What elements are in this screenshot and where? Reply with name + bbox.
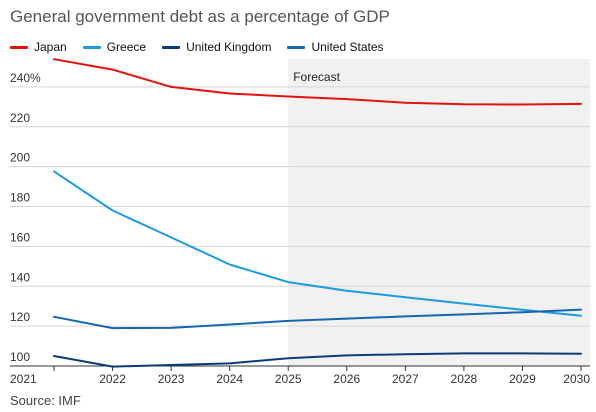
x-tick-label: 2022: [99, 372, 126, 386]
x-tick-label: 2025: [275, 372, 302, 386]
series-line-greece: [53, 170, 582, 317]
legend-label-united-states: United States: [311, 40, 384, 54]
legend-label-greece: Greece: [106, 40, 147, 54]
x-tick-label: 2024: [216, 372, 243, 386]
series-line-united-states: [53, 308, 582, 330]
y-tick-label: 240%: [10, 71, 41, 85]
chart-legend: Japan Greece United Kingdom United State…: [10, 40, 400, 54]
y-tick-label: 160: [10, 230, 30, 244]
legend-item-greece: Greece: [82, 40, 147, 54]
y-tick-label: 180: [10, 191, 30, 205]
x-tick-label: 2027: [392, 372, 419, 386]
legend-swatch-united-states: [287, 45, 306, 49]
x-tick-label: 2023: [158, 372, 185, 386]
chart-source: Source: IMF: [10, 393, 81, 408]
x-tick-label: 2021: [10, 372, 37, 386]
legend-swatch-united-kingdom: [162, 45, 181, 49]
x-tick-label: 2026: [333, 372, 360, 386]
legend-item-united-kingdom: United Kingdom: [162, 40, 271, 54]
legend-label-japan: Japan: [34, 40, 67, 54]
series-line-japan: [53, 58, 582, 106]
legend-item-japan: Japan: [10, 40, 67, 54]
y-tick-label: 140: [10, 270, 30, 284]
legend-swatch-japan: [10, 45, 28, 49]
forecast-label: Forecast: [293, 70, 340, 84]
legend-swatch-greece: [82, 45, 101, 49]
x-tick-label: 2030: [563, 372, 590, 386]
y-tick-label: 220: [10, 111, 30, 125]
x-tick-label: 2028: [451, 372, 478, 386]
chart-title: General government debt as a percentage …: [10, 7, 390, 26]
legend-label-united-kingdom: United Kingdom: [186, 40, 272, 54]
y-tick-label: 120: [10, 310, 30, 324]
x-tick-label: 2029: [509, 372, 536, 386]
legend-item-united-states: United States: [287, 40, 384, 54]
y-tick-label: 100: [10, 350, 30, 364]
series-line-united-kingdom: [53, 352, 582, 368]
y-tick-label: 200: [10, 151, 30, 165]
